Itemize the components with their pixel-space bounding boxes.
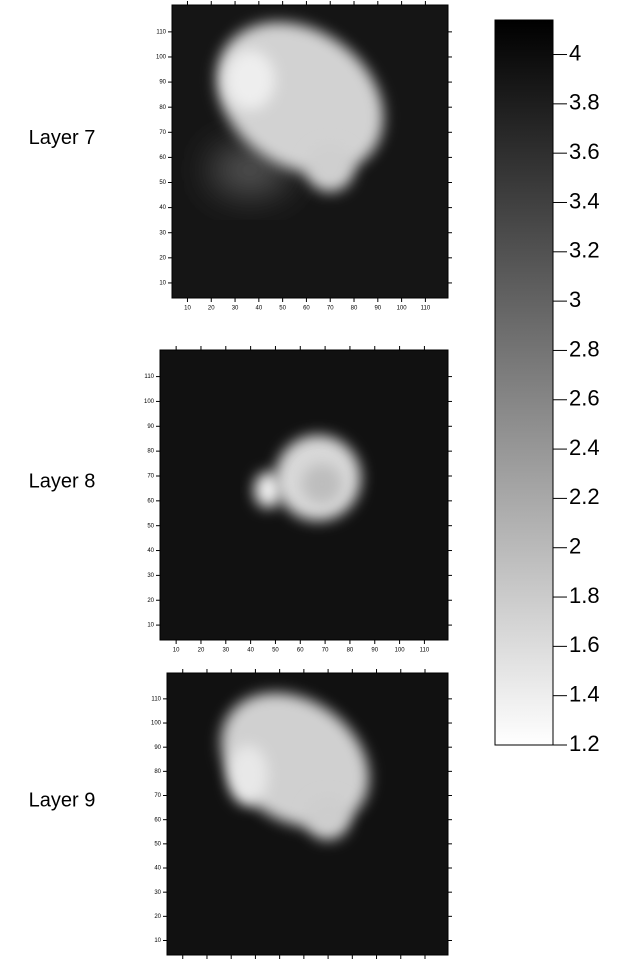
x-tick-label: 110 — [421, 306, 431, 312]
y-tick-label: 50 — [154, 841, 161, 847]
colorbar-tick-label: 2.8 — [569, 336, 600, 361]
x-tick-label: 50 — [272, 648, 279, 654]
x-tick-label: 100 — [395, 648, 406, 654]
colorbar — [494, 19, 554, 746]
x-tick-label: 20 — [198, 648, 205, 654]
y-tick-label: 110 — [151, 696, 161, 702]
colorbar-tick-label: 1.4 — [569, 681, 600, 706]
y-tick-label: 10 — [159, 281, 166, 287]
x-tick-label: 50 — [279, 306, 286, 312]
colorbar-tick-label: 3.8 — [569, 90, 600, 115]
colorbar-tick-label: 3 — [569, 287, 581, 312]
y-tick-label: 30 — [159, 230, 166, 236]
image — [210, 22, 384, 195]
y-tick-label: 70 — [159, 130, 166, 136]
y-tick-label: 10 — [154, 938, 161, 944]
panel-label: Layer 8 — [29, 470, 96, 492]
y-tick-label: 20 — [147, 598, 154, 604]
y-tick-label: 80 — [147, 449, 154, 455]
y-tick-label: 30 — [147, 573, 154, 579]
y-tick-label: 90 — [159, 80, 166, 86]
y-tick-label: 100 — [151, 721, 162, 727]
y-tick-label: 20 — [159, 255, 166, 261]
colorbar-tick-label: 2 — [569, 534, 581, 559]
colorbar-tick-label: 4 — [569, 40, 581, 65]
y-tick-label: 80 — [159, 105, 166, 111]
x-tick-label: 30 — [232, 306, 239, 312]
y-tick-label: 110 — [156, 29, 166, 35]
axes-frame — [171, 4, 449, 299]
y-tick-label: 60 — [147, 498, 154, 504]
x-tick-label: 10 — [184, 306, 191, 312]
y-tick-label: 40 — [147, 548, 154, 554]
x-tick-label: 20 — [208, 306, 215, 312]
y-tick-label: 10 — [147, 623, 154, 629]
axes-frame — [166, 672, 449, 956]
y-tick-label: 30 — [154, 890, 161, 896]
colorbar-tick-label: 1.6 — [569, 632, 600, 657]
x-tick-label: 10 — [173, 648, 180, 654]
y-tick-label: 90 — [154, 745, 161, 751]
x-tick-label: 60 — [297, 648, 304, 654]
colorbar-tick-label: 1.8 — [569, 583, 600, 608]
x-tick-label: 70 — [327, 306, 334, 312]
x-tick-label: 90 — [374, 306, 381, 312]
y-tick-label: 60 — [154, 817, 161, 823]
x-tick-label: 100 — [397, 306, 408, 312]
colorbar-tick-label: 3.2 — [569, 238, 600, 263]
panel-label: Layer 7 — [29, 127, 96, 149]
image — [254, 435, 361, 521]
axes-frame — [159, 349, 449, 641]
y-tick-label: 90 — [147, 424, 154, 430]
colorbar-tick-label: 3.4 — [569, 188, 600, 213]
panel-label: Layer 9 — [29, 789, 96, 811]
x-tick-label: 40 — [256, 306, 263, 312]
x-tick-label: 110 — [420, 648, 430, 654]
y-tick-label: 20 — [154, 914, 161, 920]
y-tick-label: 70 — [147, 474, 154, 480]
x-tick-label: 80 — [347, 648, 354, 654]
y-tick-label: 100 — [144, 399, 155, 405]
y-tick-label: 40 — [159, 205, 166, 211]
x-tick-label: 40 — [247, 648, 254, 654]
x-tick-label: 30 — [222, 648, 229, 654]
colorbar-tick-label: 2.6 — [569, 386, 600, 411]
colorbar-tick-label: 2.4 — [569, 435, 600, 460]
x-tick-label: 60 — [303, 306, 310, 312]
y-tick-label: 70 — [154, 793, 161, 799]
x-tick-label: 90 — [371, 648, 378, 654]
image — [220, 692, 370, 840]
x-tick-label: 70 — [322, 648, 329, 654]
y-tick-label: 40 — [154, 866, 161, 872]
y-tick-label: 50 — [159, 180, 166, 186]
y-tick-label: 80 — [154, 769, 161, 775]
x-tick-label: 80 — [351, 306, 358, 312]
y-tick-label: 100 — [156, 55, 167, 61]
y-tick-label: 110 — [144, 374, 154, 380]
y-tick-label: 60 — [159, 155, 166, 161]
colorbar-tick-label: 1.2 — [569, 731, 600, 756]
y-tick-label: 50 — [147, 523, 154, 529]
colorbar-tick-label: 2.2 — [569, 484, 600, 509]
colorbar-tick-label: 3.6 — [569, 139, 600, 164]
